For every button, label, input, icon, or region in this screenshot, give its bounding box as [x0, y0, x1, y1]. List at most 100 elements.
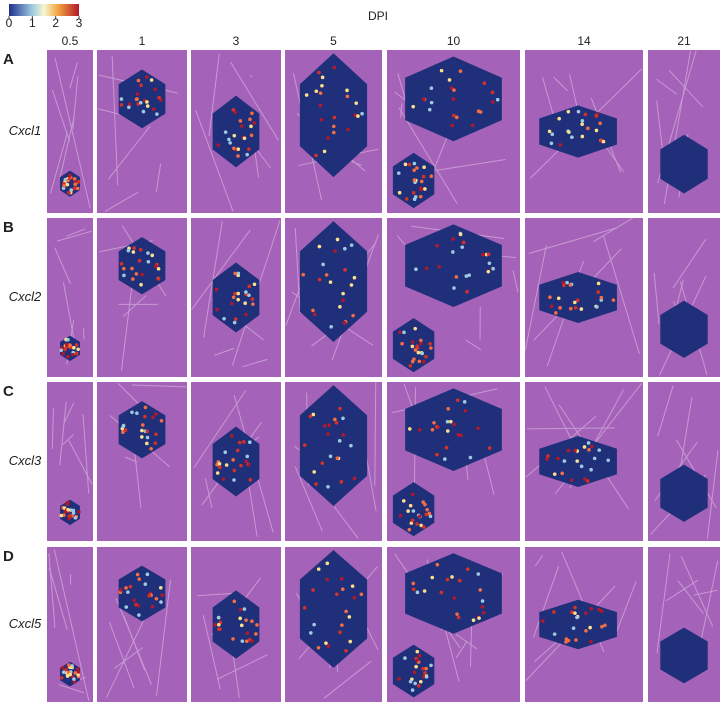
spot: [227, 138, 231, 142]
spot: [488, 446, 492, 450]
spot: [550, 132, 554, 136]
spot: [343, 321, 347, 325]
spot: [63, 348, 67, 352]
spot: [68, 673, 72, 677]
spot: [488, 261, 492, 265]
spot: [558, 306, 562, 310]
spot: [250, 134, 254, 138]
spot: [446, 429, 450, 433]
spot: [574, 638, 578, 642]
spot: [66, 355, 70, 359]
spot: [315, 89, 319, 93]
spot: [398, 331, 402, 335]
spot: [581, 135, 585, 139]
spot: [135, 98, 139, 102]
spot: [233, 321, 237, 325]
spot: [403, 656, 407, 660]
spot: [562, 284, 566, 288]
spot: [573, 606, 577, 610]
spot: [425, 266, 429, 270]
spot: [232, 296, 236, 300]
spot: [435, 453, 439, 457]
spot: [415, 658, 419, 662]
spot: [597, 448, 601, 452]
spot: [340, 577, 344, 581]
spot: [72, 346, 76, 350]
spot: [452, 114, 456, 118]
spot: [414, 348, 418, 352]
spot: [406, 509, 410, 513]
spot: [324, 641, 328, 645]
row-letter: A: [3, 51, 14, 68]
spot: [421, 500, 425, 504]
spot: [137, 79, 141, 83]
spot: [245, 455, 249, 459]
spot: [222, 317, 226, 321]
spot: [238, 617, 242, 621]
spot: [553, 472, 557, 476]
spot: [422, 98, 426, 102]
spot: [567, 130, 571, 134]
spot: [332, 131, 336, 135]
spot: [325, 273, 329, 277]
spot: [451, 237, 455, 241]
spot: [250, 111, 254, 115]
spot: [61, 352, 65, 356]
spot: [119, 588, 123, 592]
spot: [237, 272, 241, 276]
spot: [584, 611, 588, 615]
spot: [420, 352, 424, 356]
spot: [548, 295, 552, 299]
spot: [146, 104, 150, 108]
row-letter: C: [3, 383, 14, 400]
spot: [247, 285, 251, 289]
spot: [159, 600, 163, 604]
spot: [244, 290, 248, 294]
spot: [455, 612, 459, 616]
spot: [400, 342, 404, 346]
spot: [462, 241, 466, 245]
spot: [419, 195, 423, 199]
spot: [338, 305, 342, 309]
spot: [232, 478, 236, 482]
spot: [573, 611, 577, 615]
spot: [140, 273, 144, 277]
spot: [249, 478, 253, 482]
spot: [418, 654, 422, 658]
spot: [552, 610, 556, 614]
spot: [350, 243, 354, 247]
spot: [595, 129, 599, 133]
spot: [305, 93, 309, 97]
spot: [343, 247, 347, 251]
spot: [312, 413, 316, 417]
spot: [573, 449, 577, 453]
spot: [317, 71, 321, 75]
spot: [62, 184, 66, 188]
spot: [455, 116, 459, 120]
spot: [409, 364, 413, 368]
spot: [408, 163, 412, 167]
spot: [351, 584, 355, 588]
row-letter: D: [3, 548, 14, 565]
spot: [563, 459, 567, 463]
spot: [411, 582, 415, 586]
spot: [412, 357, 416, 361]
spot: [319, 91, 323, 95]
spot: [443, 457, 447, 461]
spot: [311, 309, 315, 313]
spot: [66, 508, 70, 512]
spot: [446, 578, 450, 582]
spot: [449, 420, 453, 424]
spot: [222, 477, 226, 481]
spot: [353, 276, 357, 280]
spot: [247, 293, 251, 297]
spot: [239, 608, 243, 612]
spot: [541, 619, 545, 623]
spot: [320, 118, 324, 122]
spot: [352, 596, 356, 600]
spot: [417, 684, 421, 688]
spot: [570, 478, 574, 482]
spot: [255, 623, 259, 627]
spot: [341, 416, 345, 420]
spot: [411, 340, 415, 344]
